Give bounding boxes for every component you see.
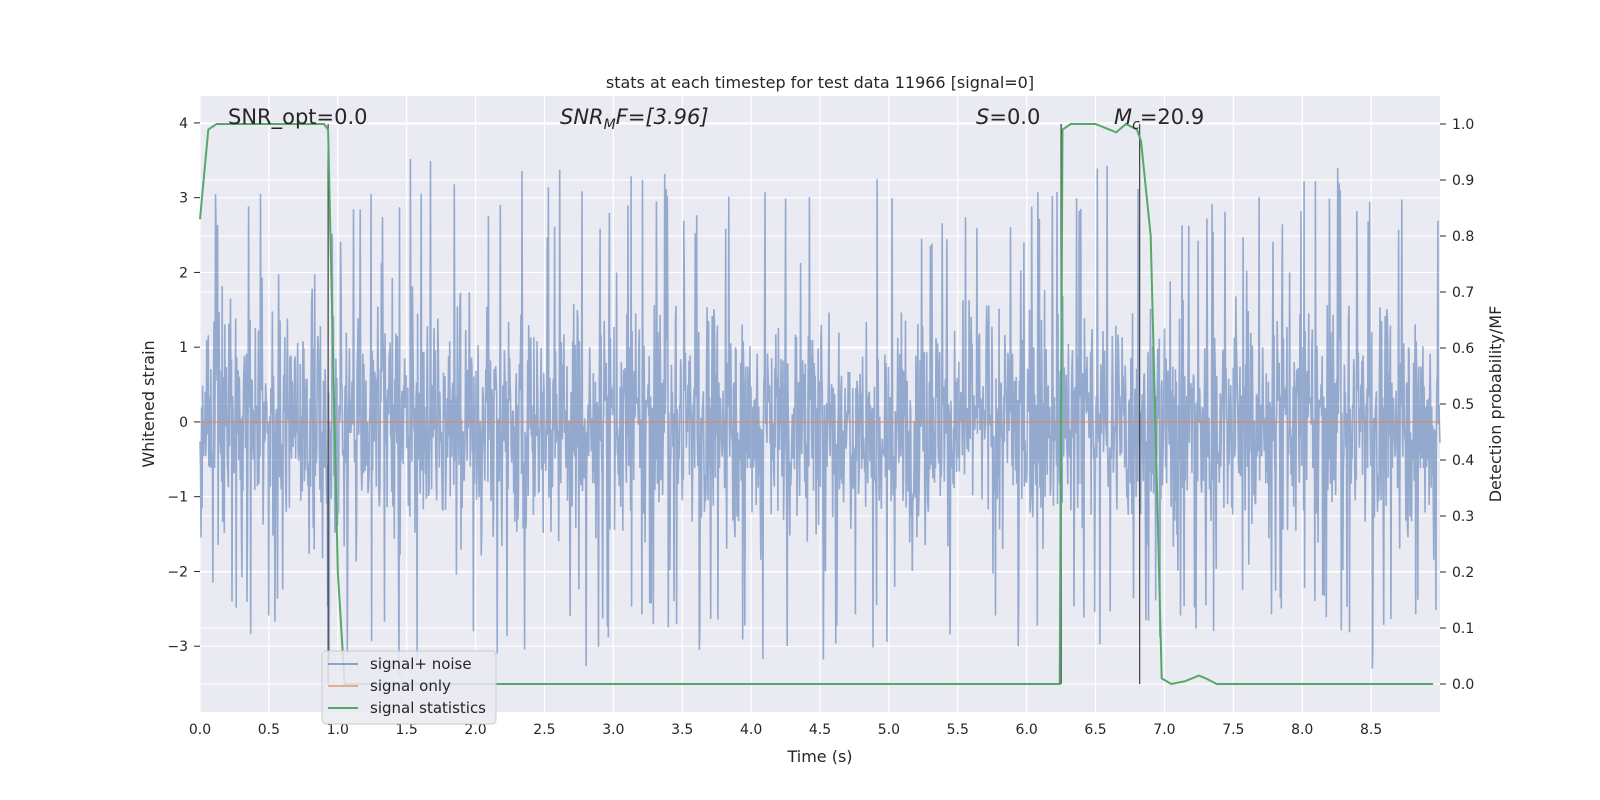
x-tick-label: 3.0 xyxy=(602,722,624,738)
y-right-tick-label: 0.3 xyxy=(1452,509,1474,525)
y-right-tick-label: 0.0 xyxy=(1452,677,1474,693)
x-tick-label: 2.5 xyxy=(533,722,555,738)
y-tick-label: 2 xyxy=(179,265,188,281)
y-tick-label: −1 xyxy=(167,490,188,506)
y-right-tick-label: 0.5 xyxy=(1452,397,1474,413)
mc-rest: =20.9 xyxy=(1140,105,1204,129)
statistics-series xyxy=(199,122,1434,686)
annotation-snr-opt: SNR_opt=0.0 xyxy=(228,105,368,130)
annotation-snr-mf: SNRMF=[3.96] xyxy=(560,105,709,133)
x-tick-label: 2.0 xyxy=(464,722,486,738)
mc-sub: c xyxy=(1132,117,1140,133)
legend-box xyxy=(321,650,497,725)
noise-series xyxy=(199,158,1441,676)
y-ticks-left: −3 −2 −1 0 1 2 3 4 xyxy=(167,116,200,655)
x-tick-label: 8.0 xyxy=(1291,722,1313,738)
x-axis-label: Time (s) xyxy=(786,747,852,766)
y-tick-label: 3 xyxy=(179,191,188,207)
y-tick-label: −2 xyxy=(167,564,188,580)
legend-label-signal: signal only xyxy=(370,677,451,695)
legend: signal+ noise signal only signal statist… xyxy=(321,650,497,725)
annotation-s: S=0.0 xyxy=(976,105,1040,129)
x-tick-label: 5.5 xyxy=(947,722,969,738)
annotation-mc: Mc=20.9 xyxy=(1114,105,1204,133)
x-tick-label: 1.0 xyxy=(327,722,349,738)
x-tick-label: 5.0 xyxy=(878,722,900,738)
y-tick-label: 4 xyxy=(179,116,188,132)
x-tick-label: 7.0 xyxy=(1153,722,1175,738)
x-tick-label: 8.5 xyxy=(1360,722,1382,738)
snr-mf-base: SNR xyxy=(560,105,604,129)
x-ticks: 0.0 0.5 1.0 1.5 2.0 2.5 3.0 3.5 4.0 4.5 5.0 5.5 6.0 6… xyxy=(189,722,1382,738)
y-right-tick-label: 1.0 xyxy=(1452,117,1474,133)
x-tick-label: 1.5 xyxy=(396,722,418,738)
y-tick-label: −3 xyxy=(167,639,188,655)
s-italic: S xyxy=(976,105,989,129)
y-tick-label: 0 xyxy=(179,415,188,431)
chart-title: stats at each timestep for test data 119… xyxy=(606,73,1034,92)
y-right-tick-label: 0.9 xyxy=(1452,173,1474,189)
snr-mf-sub: M xyxy=(604,117,616,133)
x-tick-label: 0.0 xyxy=(189,722,211,738)
y-tick-label: 1 xyxy=(179,340,188,356)
x-tick-label: 4.5 xyxy=(809,722,831,738)
legend-label-stats: signal statistics xyxy=(370,699,486,717)
y-axis-label-right: Detection probability/MF xyxy=(1486,306,1505,503)
noise-trace xyxy=(199,158,1441,676)
statistics-line xyxy=(199,122,1434,686)
x-tick-label: 6.5 xyxy=(1084,722,1106,738)
mc-base: M xyxy=(1114,105,1132,129)
y-right-tick-label: 0.7 xyxy=(1452,285,1474,301)
y-ticks-right: 0.0 0.1 0.2 0.3 0.4 0.5 0.6 0.7 0.8 0.9 1.0 xyxy=(1440,117,1474,693)
x-tick-label: 6.0 xyxy=(1016,722,1038,738)
y-right-tick-label: 0.8 xyxy=(1452,229,1474,245)
legend-label-noise: signal+ noise xyxy=(370,655,472,673)
x-tick-label: 3.5 xyxy=(671,722,693,738)
x-tick-label: 7.5 xyxy=(1222,722,1244,738)
y-right-tick-label: 0.2 xyxy=(1452,565,1474,581)
x-tick-label: 4.0 xyxy=(740,722,762,738)
snr-mf-rest: F=[3.96] xyxy=(616,105,709,129)
y-axis-label: Whitened strain xyxy=(139,340,158,467)
x-tick-label: 0.5 xyxy=(258,722,280,738)
y-right-tick-label: 0.1 xyxy=(1452,621,1474,637)
s-rest: =0.0 xyxy=(989,105,1040,129)
y-right-tick-label: 0.6 xyxy=(1452,341,1474,357)
y-right-tick-label: 0.4 xyxy=(1452,453,1474,469)
